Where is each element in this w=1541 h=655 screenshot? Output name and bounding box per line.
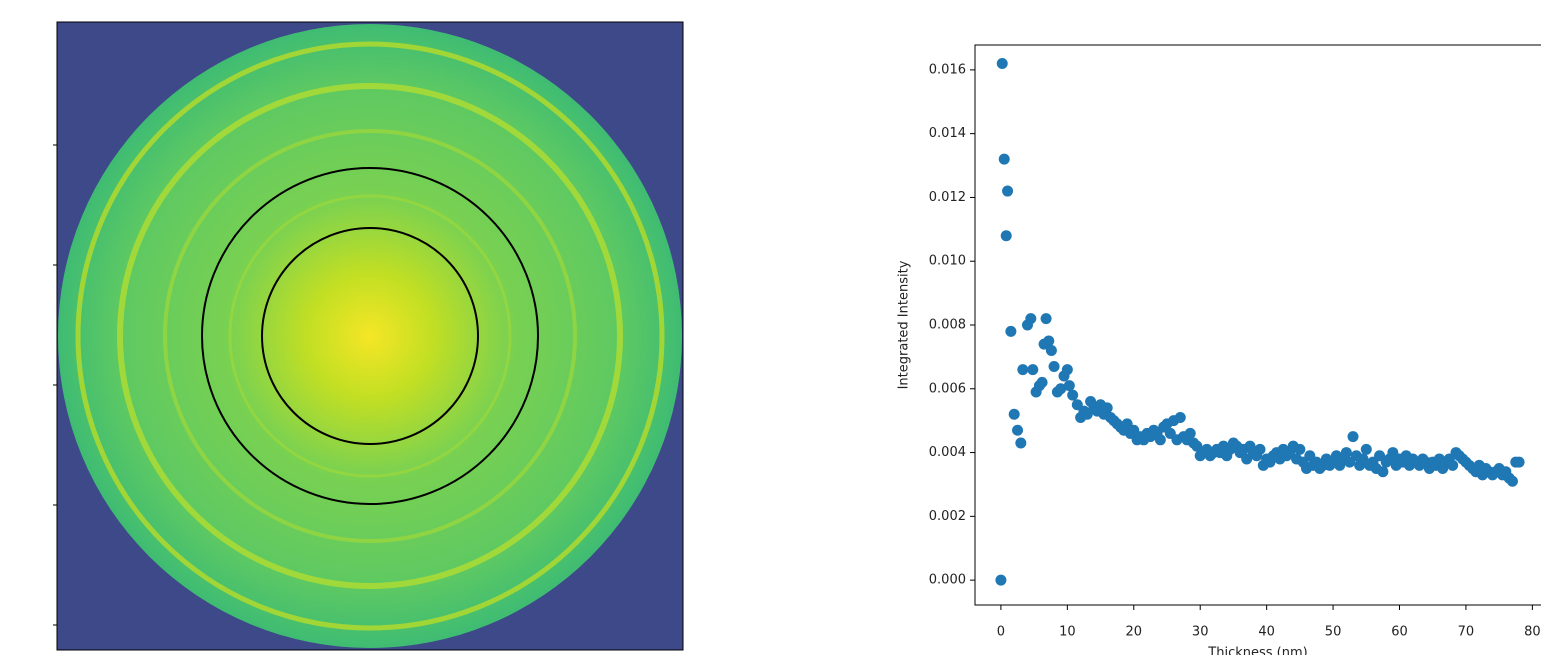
- x-tick-label: 30: [1192, 625, 1209, 640]
- point: [1040, 313, 1052, 325]
- point: [1506, 475, 1518, 487]
- y-tick-label: 0.004: [929, 445, 966, 460]
- point: [1045, 345, 1057, 357]
- x-tick-label: 60: [1391, 625, 1408, 640]
- point: [1055, 383, 1067, 395]
- point: [1347, 431, 1359, 443]
- x-tick-label: 0: [997, 625, 1005, 640]
- point: [998, 153, 1010, 165]
- point: [1025, 313, 1037, 325]
- image-frame: [56, 21, 684, 651]
- point: [1447, 459, 1459, 471]
- x-axis-label: Thickness (nm): [1207, 646, 1307, 655]
- point: [1377, 466, 1389, 478]
- y-tick-label: 0.014: [929, 126, 966, 141]
- ring: [75, 41, 665, 631]
- point: [1027, 364, 1039, 376]
- x-tick-label: 20: [1126, 625, 1143, 640]
- ring: [228, 194, 512, 478]
- point: [1043, 335, 1055, 347]
- point: [1340, 447, 1352, 459]
- y-tick-label: 0.000: [929, 573, 966, 588]
- black-ring: [261, 227, 479, 445]
- point: [996, 57, 1008, 69]
- y-tick-label: 0.012: [929, 190, 966, 205]
- image-ticks: [53, 144, 57, 626]
- x-tick-label: 70: [1458, 625, 1475, 640]
- point: [1017, 364, 1029, 376]
- point: [1184, 427, 1196, 439]
- point: [1360, 443, 1372, 455]
- point: [1063, 380, 1075, 392]
- x-tick-label: 80: [1524, 625, 1541, 640]
- y-tick-label: 0.006: [929, 381, 966, 396]
- point: [1101, 402, 1113, 414]
- y-axis-label: Integrated Intensity: [897, 260, 912, 389]
- x-tick-label: 10: [1059, 625, 1076, 640]
- diffraction-disk: [58, 24, 682, 648]
- point: [1154, 434, 1166, 446]
- y-tick-label: 0.002: [929, 509, 966, 524]
- point: [1294, 443, 1306, 455]
- diffraction-image: [57, 22, 683, 650]
- ring: [117, 83, 623, 589]
- point: [1005, 325, 1017, 337]
- y-tick-label: 0.016: [929, 62, 966, 77]
- point: [1174, 411, 1186, 423]
- ring: [163, 129, 577, 543]
- y-tick-label: 0.008: [929, 318, 966, 333]
- black-ring: [201, 167, 539, 505]
- point: [1000, 230, 1012, 242]
- point: [1002, 185, 1014, 197]
- point: [1254, 443, 1266, 455]
- point: [1036, 376, 1048, 388]
- plot-frame: [974, 44, 1541, 606]
- point: [1008, 408, 1020, 420]
- point: [1513, 456, 1525, 468]
- x-tick-label: 40: [1258, 625, 1275, 640]
- x-tick-label: 50: [1325, 625, 1342, 640]
- point: [1012, 424, 1024, 436]
- point: [995, 574, 1007, 586]
- point: [1061, 364, 1073, 376]
- point: [1048, 360, 1060, 372]
- point: [1015, 437, 1027, 449]
- y-tick-label: 0.010: [929, 254, 966, 269]
- point: [1067, 389, 1079, 401]
